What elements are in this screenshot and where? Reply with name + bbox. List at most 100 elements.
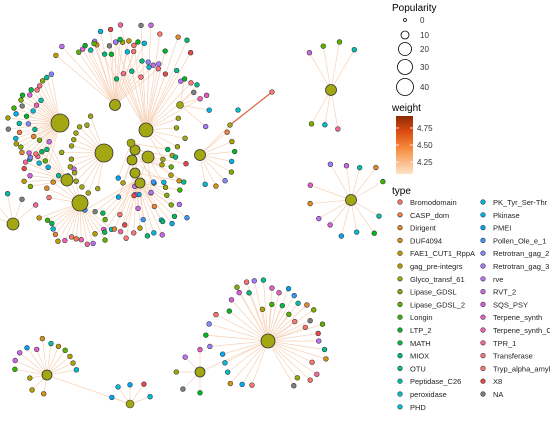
- network-node: [16, 120, 22, 127]
- network-edge: [215, 314, 269, 342]
- network-node: [59, 43, 65, 50]
- network-node: [356, 164, 363, 171]
- network-node: [67, 164, 74, 170]
- network-node: [162, 48, 168, 54]
- network-node: [122, 222, 128, 228]
- network-node: [26, 150, 32, 156]
- network-node: [173, 369, 179, 375]
- network-node: [73, 178, 79, 184]
- network-node: [183, 161, 189, 167]
- network-edge: [145, 25, 152, 131]
- legend-type-swatch: [480, 225, 486, 231]
- legend-type-swatch: [397, 289, 403, 295]
- network-node: [73, 367, 80, 373]
- network-node: [50, 179, 56, 185]
- network-hub-node: [6, 217, 20, 231]
- network-node: [138, 22, 144, 29]
- network-node: [39, 335, 46, 342]
- legend-type-label: Dirigent: [410, 224, 437, 233]
- network-node: [307, 200, 313, 207]
- network-node: [206, 321, 212, 327]
- network-edge: [267, 340, 325, 350]
- network-node: [48, 71, 55, 77]
- network-node: [16, 129, 23, 136]
- network-hub-node: [129, 144, 141, 156]
- network-edge: [24, 168, 68, 181]
- network-edge: [205, 334, 269, 342]
- network-hub-node: [125, 399, 135, 409]
- network-node: [150, 179, 157, 185]
- network-node: [33, 151, 39, 157]
- network-node: [222, 360, 228, 366]
- network-edge: [84, 179, 138, 211]
- network-edge: [199, 131, 228, 156]
- network-hub-node: [60, 173, 74, 187]
- network-node: [19, 92, 26, 98]
- network-node: [120, 70, 127, 77]
- network-node: [100, 210, 106, 216]
- network-node: [78, 237, 84, 243]
- legend-type-label: peroxidase: [410, 390, 447, 399]
- network-node: [85, 190, 91, 196]
- network-node: [135, 205, 141, 212]
- network-edge: [133, 179, 138, 233]
- network-node: [129, 68, 135, 74]
- network-node: [285, 286, 292, 292]
- legend-type-label: RVT_2: [493, 288, 516, 297]
- network-edge: [209, 340, 269, 347]
- network-edge: [147, 156, 184, 183]
- network-node: [139, 58, 145, 64]
- legend-type-label: gag_pre-integrs: [410, 262, 463, 271]
- network-node: [307, 182, 313, 188]
- network-node: [194, 82, 200, 88]
- network-node: [33, 102, 40, 108]
- network-node: [197, 390, 203, 396]
- network-node: [115, 175, 121, 181]
- network-edge: [322, 46, 332, 91]
- legend-type-swatch: [397, 378, 403, 384]
- network-edge: [15, 360, 48, 376]
- network-edge: [147, 156, 187, 165]
- network-edge: [179, 104, 210, 111]
- network-node: [304, 302, 310, 308]
- network-node: [169, 220, 175, 227]
- network-edge: [199, 154, 232, 173]
- network-node: [160, 218, 166, 225]
- network-edge: [136, 179, 163, 235]
- network-node: [327, 222, 333, 228]
- network-edge: [145, 98, 201, 131]
- network-node: [44, 185, 50, 191]
- network-edge: [136, 179, 188, 219]
- network-node: [343, 163, 350, 169]
- network-edge: [82, 48, 116, 106]
- network-node: [58, 149, 65, 156]
- network-node: [22, 159, 29, 165]
- legend-type-swatch: [480, 250, 486, 256]
- network-node: [34, 87, 40, 93]
- network-edge: [35, 153, 68, 181]
- network-node: [55, 172, 62, 179]
- network-node: [25, 121, 32, 127]
- network-node: [55, 238, 61, 244]
- legend-type-swatch: [480, 327, 486, 333]
- network-node: [102, 237, 108, 243]
- network-node: [12, 357, 18, 364]
- network-node: [176, 201, 183, 208]
- network-node: [13, 111, 19, 117]
- legend-weight-title: weight: [391, 103, 421, 114]
- network-node: [173, 125, 180, 131]
- network-edge: [145, 80, 182, 131]
- network-edge: [48, 141, 68, 181]
- network-node: [11, 105, 17, 111]
- network-edge: [179, 94, 207, 106]
- network-node: [44, 217, 51, 223]
- legend-popularity-circle: [403, 18, 407, 22]
- network-node: [106, 43, 113, 49]
- network-hub-node: [141, 150, 155, 164]
- network-node: [202, 181, 208, 187]
- network-node: [107, 26, 114, 33]
- network-hub-node: [194, 366, 206, 378]
- legend-type-label: TPR_1: [493, 339, 516, 348]
- legend-type-swatch: [480, 212, 486, 218]
- network-node: [36, 137, 43, 143]
